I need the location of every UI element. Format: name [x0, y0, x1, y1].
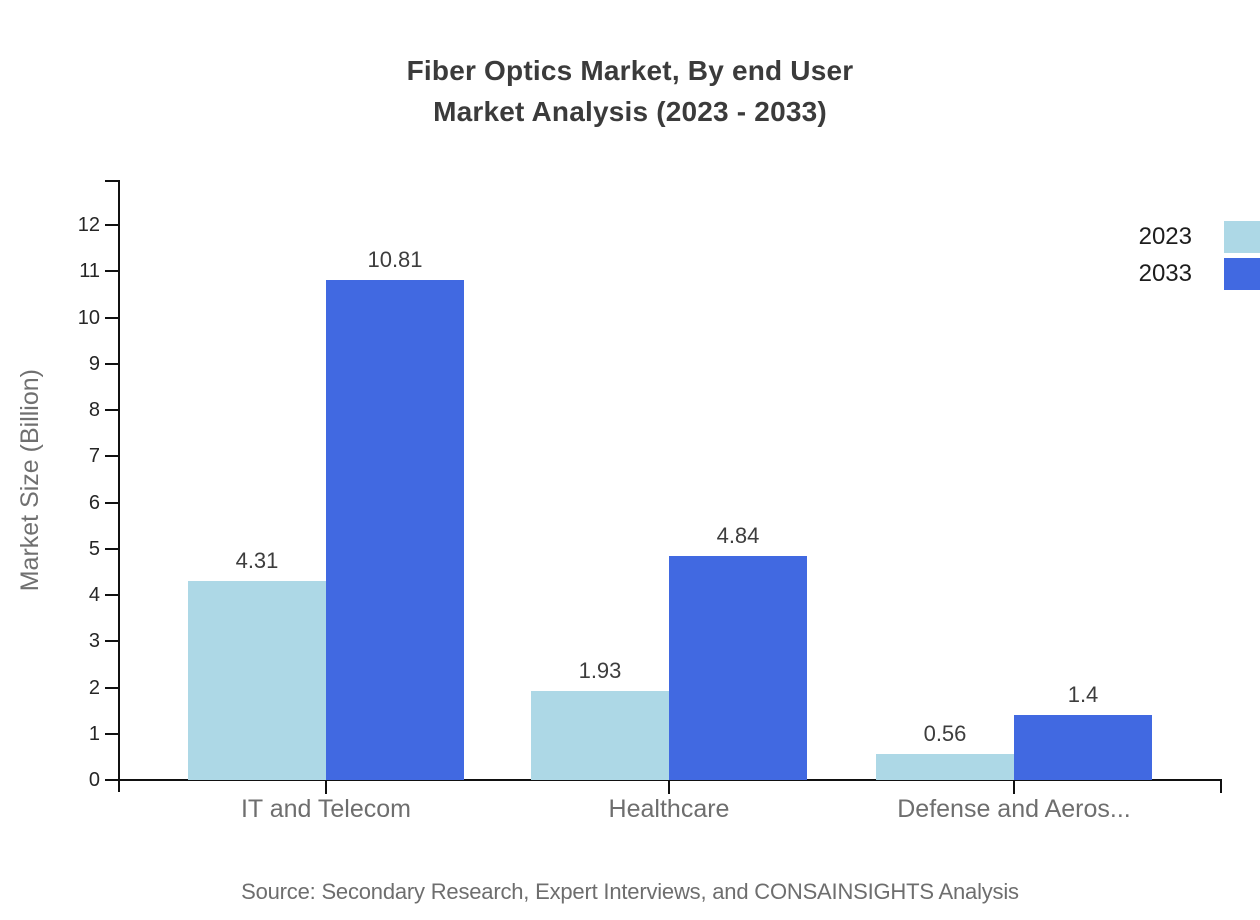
y-tick [105, 270, 118, 273]
y-axis-line [118, 180, 120, 792]
bar-2033-Healthcare [669, 556, 807, 780]
y-tick-label: 1 [88, 722, 100, 745]
bar-2023-Healthcare [531, 691, 669, 780]
bar-value-label: 1.93 [578, 658, 622, 683]
legend-label: 2033 [1138, 260, 1192, 287]
y-tick [105, 362, 118, 365]
source-note: Source: Secondary Research, Expert Inter… [241, 879, 1019, 904]
legend-swatch [1224, 258, 1260, 290]
bar-value-label: 1.4 [1067, 682, 1099, 707]
y-tick [105, 686, 118, 689]
bar-2033-Defense and Aeros... [1014, 715, 1152, 780]
y-tick [105, 501, 118, 504]
y-tick-label: 11 [79, 260, 100, 283]
bar-value-label: 10.81 [367, 247, 423, 272]
y-tick [105, 732, 118, 735]
y-tick [105, 224, 118, 226]
x-category-tick [1013, 780, 1015, 794]
legend-label: 2023 [1138, 223, 1192, 250]
x-category-tick [325, 780, 327, 794]
y-tick [105, 316, 118, 319]
bar-value-label: 0.56 [923, 721, 967, 746]
y-tick-label: 0 [88, 769, 100, 791]
y-tick [105, 594, 118, 596]
legend-item-2033: 2033 [1139, 258, 1260, 290]
bar-value-label: 4.84 [716, 523, 760, 548]
y-tick [105, 547, 118, 550]
chart-title: Fiber Optics Market, By end User Market … [0, 50, 1260, 132]
chart-title-line2: Market Analysis (2023 - 2033) [433, 96, 827, 127]
y-tick-label: 9 [88, 352, 100, 375]
y-tick [105, 779, 118, 781]
bar-2033-IT and Telecom [326, 280, 464, 780]
legend: 2023 2033 [1139, 221, 1260, 295]
x-axis-line [118, 779, 1222, 781]
chart-title-line1: Fiber Optics Market, By end User [406, 55, 854, 86]
legend-swatch [1224, 221, 1260, 253]
y-tick-label: 4 [88, 584, 100, 606]
y-tick [105, 455, 118, 458]
y-tick-label: 12 [77, 214, 100, 236]
y-tick-label: 7 [88, 445, 100, 468]
bar-value-label: 4.31 [235, 548, 279, 573]
y-tick-label: 2 [88, 676, 100, 699]
y-tick [105, 409, 118, 411]
x-axis-right-cap-tick [1220, 779, 1222, 793]
y-tick [105, 640, 118, 643]
legend-item-2023: 2023 [1139, 221, 1260, 253]
x-category-label: IT and Telecom [240, 795, 411, 823]
y-tick-label: 10 [77, 306, 100, 329]
bar-2023-Defense and Aeros... [876, 754, 1014, 780]
x-category-label: Healthcare [608, 795, 730, 823]
y-tick-label: 8 [88, 399, 100, 421]
y-tick-label: 5 [88, 537, 100, 560]
y-tick-label: 3 [88, 630, 100, 653]
x-category-tick [668, 780, 670, 794]
y-axis-top-cap-tick [105, 180, 118, 182]
x-category-label: Defense and Aeros... [897, 795, 1131, 823]
bar-2023-IT and Telecom [188, 581, 326, 780]
y-tick-label: 6 [88, 491, 100, 514]
